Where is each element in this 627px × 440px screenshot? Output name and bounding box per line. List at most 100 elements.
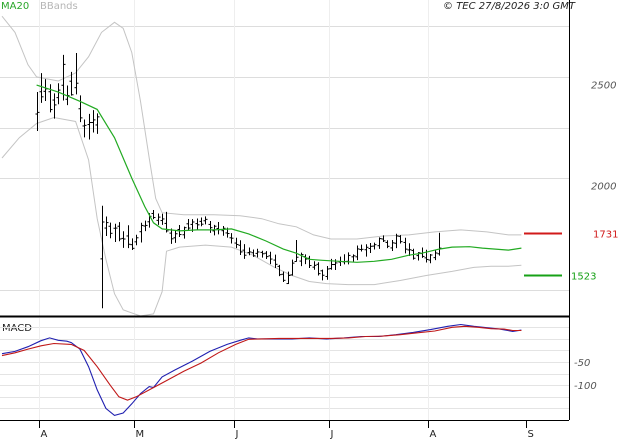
ohlc-bar xyxy=(203,216,208,225)
price-gridlines xyxy=(0,0,569,316)
ohlc-bars xyxy=(35,53,442,309)
macd-series xyxy=(1,323,522,417)
ohlc-bar xyxy=(61,54,66,101)
ohlc-bar xyxy=(35,91,40,132)
ohlc-bar xyxy=(39,73,44,103)
ohlc-bar xyxy=(229,233,234,244)
ohlc-bar xyxy=(385,240,390,249)
ohlc-bar xyxy=(398,235,403,244)
ma20-line xyxy=(36,84,522,263)
ohlc-bar xyxy=(182,226,187,239)
x-month-label: M xyxy=(136,429,145,440)
x-axis: A M J J A S xyxy=(0,420,569,440)
ohlc-bar xyxy=(126,225,131,249)
ohlc-bar xyxy=(134,234,139,246)
y-tick-label: 2000 xyxy=(591,182,616,193)
ohlc-bar xyxy=(381,235,386,243)
bollinger-upper-line xyxy=(1,15,522,240)
ohlc-bar xyxy=(277,264,282,277)
legend-bbands-label: BBands xyxy=(40,1,78,12)
ohlc-bar xyxy=(299,252,304,267)
ohlc-bar xyxy=(372,242,377,250)
ohlc-bar xyxy=(247,247,252,256)
ohlc-bar xyxy=(273,254,278,268)
ohlc-bar xyxy=(91,110,96,133)
ohlc-bar xyxy=(407,243,412,257)
macd-panel: MACD -50 -100 xyxy=(0,318,597,420)
ohlc-bar xyxy=(251,249,256,257)
ohlc-bar xyxy=(316,262,321,276)
ohlc-bar xyxy=(294,240,299,262)
ohlc-bar xyxy=(108,222,113,239)
ohlc-bar xyxy=(377,237,382,249)
ohlc-bar xyxy=(43,79,48,102)
ohlc-bar xyxy=(78,95,83,123)
ohlc-bar xyxy=(104,216,109,236)
macd-gridlines xyxy=(0,318,569,420)
ohlc-bar xyxy=(307,255,312,268)
header: MA20 BBands © TEC 27/8/2026 3:0 GMT xyxy=(1,1,576,12)
ohlc-bar xyxy=(351,254,356,262)
price-levels xyxy=(524,232,562,277)
ohlc-bar xyxy=(428,253,433,264)
ohlc-bar xyxy=(346,252,351,265)
ohlc-bar xyxy=(186,218,191,231)
ohlc-bar xyxy=(195,218,200,230)
ohlc-bar xyxy=(403,237,408,254)
x-month-label: J xyxy=(330,429,334,440)
ohlc-bar xyxy=(117,222,122,242)
ohlc-bar xyxy=(113,223,118,243)
ohlc-bar xyxy=(130,238,135,250)
macd-line xyxy=(1,323,522,417)
ohlc-bar xyxy=(368,243,373,253)
ohlc-bar xyxy=(286,271,291,285)
ohlc-bar xyxy=(437,232,442,256)
ohlc-bar xyxy=(74,53,79,95)
ohlc-bar xyxy=(139,222,144,243)
ohlc-bar xyxy=(364,244,369,257)
ohlc-bar xyxy=(156,213,161,225)
ohlc-bar xyxy=(355,245,360,261)
ohlc-bar xyxy=(221,226,226,236)
ohlc-bar xyxy=(82,119,87,138)
support-level-label: 1523 xyxy=(571,272,596,283)
ohlc-bar xyxy=(208,220,213,233)
ohlc-bar xyxy=(100,205,105,309)
macd-signal-line xyxy=(1,325,522,401)
bollinger-bands xyxy=(1,15,522,317)
ohlc-bar xyxy=(260,250,265,258)
ohlc-bar xyxy=(390,240,395,251)
ohlc-bar xyxy=(242,244,247,259)
ohlc-bar xyxy=(234,237,239,249)
x-month-label: A xyxy=(41,429,48,440)
ohlc-bar xyxy=(56,83,61,105)
y-tick-label: 2500 xyxy=(591,81,616,92)
ohlc-bar xyxy=(151,210,156,220)
ohlc-bar xyxy=(143,220,148,232)
ohlc-bar xyxy=(199,217,204,227)
ohlc-bar xyxy=(52,93,57,119)
ohlc-bar xyxy=(121,231,126,248)
ohlc-bar xyxy=(312,261,317,270)
ohlc-bar xyxy=(268,251,273,265)
ohlc-bar xyxy=(433,250,438,261)
ma20-series xyxy=(36,84,522,263)
ohlc-bar xyxy=(87,113,92,140)
ohlc-bar xyxy=(48,84,53,113)
ohlc-bar xyxy=(95,113,100,134)
bollinger-lower-line xyxy=(1,116,522,317)
ohlc-bar xyxy=(281,271,286,282)
resistance-level-label: 1731 xyxy=(593,230,618,241)
legend-ma20-label: MA20 xyxy=(1,1,29,12)
macd-title: MACD xyxy=(2,323,32,334)
ohlc-bar xyxy=(290,259,295,276)
ohlc-bar xyxy=(320,269,325,281)
ohlc-bar xyxy=(303,254,308,265)
price-panel: 2500 2000 1731 1523 xyxy=(0,0,618,317)
ohlc-bar xyxy=(169,228,174,244)
ohlc-bar xyxy=(359,244,364,252)
ohlc-bar xyxy=(238,240,243,256)
ohlc-bar xyxy=(264,251,269,260)
ohlc-bar xyxy=(216,221,221,235)
